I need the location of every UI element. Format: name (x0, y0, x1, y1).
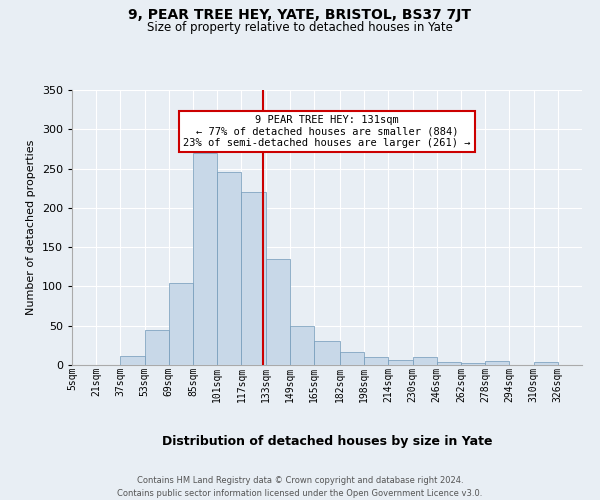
Bar (533, 362, 558, 365)
Y-axis label: Number of detached properties: Number of detached properties (26, 140, 36, 315)
Bar (290, 326, 314, 365)
Bar (340, 352, 364, 365)
Text: Contains HM Land Registry data © Crown copyright and database right 2024.
Contai: Contains HM Land Registry data © Crown c… (118, 476, 482, 498)
Bar (241, 192, 266, 365)
Text: Size of property relative to detached houses in Yate: Size of property relative to detached ho… (147, 21, 453, 34)
Bar (169, 282, 193, 365)
Bar (193, 153, 217, 365)
Bar (364, 357, 388, 365)
Bar (461, 362, 485, 365)
Bar (314, 342, 340, 365)
Text: 9, PEAR TREE HEY, YATE, BRISTOL, BS37 7JT: 9, PEAR TREE HEY, YATE, BRISTOL, BS37 7J… (128, 8, 472, 22)
Bar (121, 356, 145, 365)
Bar (485, 361, 509, 365)
Bar (266, 259, 290, 365)
Text: Distribution of detached houses by size in Yate: Distribution of detached houses by size … (162, 434, 492, 448)
Bar (388, 360, 413, 365)
Bar (145, 330, 169, 365)
Bar (217, 172, 241, 365)
Text: 9 PEAR TREE HEY: 131sqm
← 77% of detached houses are smaller (884)
23% of semi-d: 9 PEAR TREE HEY: 131sqm ← 77% of detache… (183, 114, 471, 148)
Bar (437, 362, 461, 365)
Bar (413, 357, 437, 365)
